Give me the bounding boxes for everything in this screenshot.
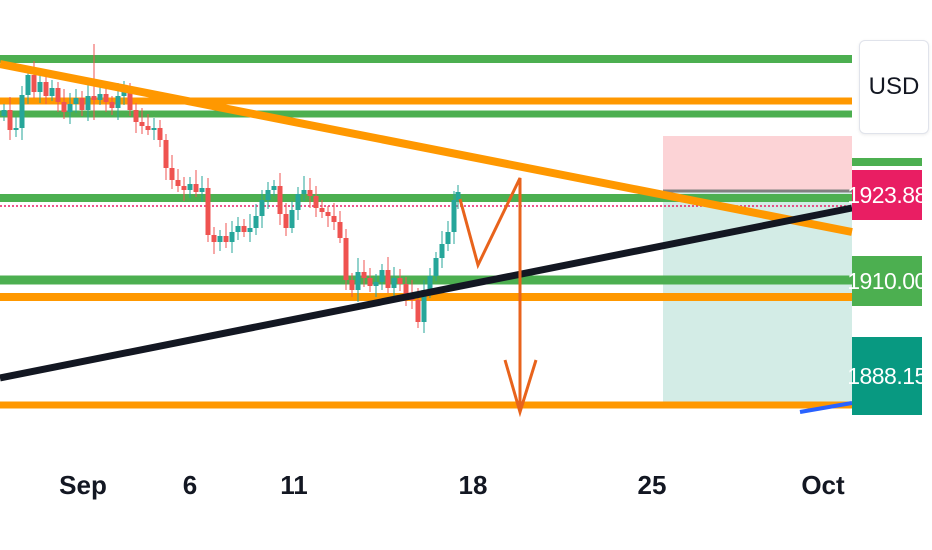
candle-body <box>223 236 229 242</box>
candle-body <box>433 258 439 276</box>
projection-path[interactable] <box>458 177 522 410</box>
candle-body <box>313 196 319 208</box>
candle-body <box>7 110 13 130</box>
currency-label[interactable]: USD <box>859 40 929 134</box>
candle-body <box>109 102 115 108</box>
ascending-trendline[interactable] <box>0 204 853 382</box>
candle-body <box>199 188 205 192</box>
candle-body <box>325 212 331 216</box>
candle-body <box>265 190 271 200</box>
candle-body <box>241 226 247 232</box>
candle-body <box>145 126 151 130</box>
candle-body <box>31 75 37 92</box>
candle-body <box>367 278 373 286</box>
x-tick-18: 18 <box>458 470 488 500</box>
blue-segment <box>799 401 853 414</box>
candle-body <box>301 190 307 194</box>
price-label-current: 1923.88 <box>847 170 927 220</box>
candle-body <box>205 188 211 235</box>
x-tick-6: 6 <box>182 470 198 500</box>
candle-body <box>445 232 451 244</box>
candle-body <box>259 200 265 216</box>
candle-body <box>229 232 235 242</box>
x-tick-sep: Sep <box>59 470 107 500</box>
candle-body <box>403 284 409 294</box>
candle-body <box>355 272 361 290</box>
candle-body <box>211 235 217 242</box>
candle-body <box>337 222 343 238</box>
candle-body <box>139 122 145 126</box>
price-label-target-text: 1888.15 <box>847 362 927 389</box>
candle-body <box>415 300 421 322</box>
candle-body <box>175 180 181 186</box>
candle-body <box>451 200 457 232</box>
candle-body <box>79 98 85 110</box>
x-tick-oct: Oct <box>801 470 845 500</box>
candle-body <box>25 75 31 95</box>
candle-body <box>455 192 461 200</box>
candle-body <box>235 226 241 232</box>
x-tick-11: 11 <box>280 470 308 500</box>
candle-body <box>157 128 163 140</box>
candle-body <box>67 104 73 112</box>
candle-body <box>253 216 259 228</box>
candle-body <box>97 94 103 100</box>
candle-body <box>421 290 427 322</box>
candle-body <box>85 96 91 110</box>
candle-body <box>115 96 121 108</box>
candle-body <box>331 216 337 222</box>
candle-body <box>397 278 403 284</box>
candle-body <box>361 272 367 278</box>
candle-body <box>133 110 139 122</box>
candle-body <box>373 282 379 286</box>
candle-body <box>271 186 277 190</box>
candle-body <box>61 102 67 112</box>
candle-body <box>181 186 187 190</box>
candle-body <box>439 244 445 258</box>
candle-body <box>283 214 289 228</box>
candle-body <box>127 92 133 110</box>
candle-body <box>277 186 283 214</box>
candle-body <box>307 190 313 196</box>
candle-body <box>43 82 49 96</box>
candles <box>1 44 461 333</box>
candle-body <box>217 236 223 242</box>
candle-body <box>49 88 55 96</box>
candle-body <box>349 280 355 290</box>
candle-body <box>187 184 193 190</box>
candle-body <box>73 98 79 104</box>
candle-body <box>247 228 253 232</box>
candle-body <box>379 270 385 282</box>
candle-body <box>103 94 109 102</box>
x-tick-25: 25 <box>637 470 667 500</box>
stop-loss-zone <box>663 136 852 191</box>
candle-body <box>55 88 61 102</box>
candle-body <box>343 238 349 280</box>
candle-body <box>427 276 433 290</box>
candle-body <box>121 92 127 96</box>
candle-body <box>13 128 19 130</box>
candle-body <box>1 110 7 116</box>
candle-body <box>385 270 391 288</box>
candle-body <box>289 210 295 228</box>
candle-body <box>319 208 325 212</box>
candle-body <box>295 194 301 210</box>
candle-body <box>37 82 43 92</box>
candle-body <box>193 184 199 192</box>
candle-body <box>163 140 169 168</box>
candle-body <box>19 95 25 128</box>
candle-body <box>169 168 175 180</box>
candle-body <box>391 278 397 288</box>
price-label-target: 1888.15 <box>847 337 927 415</box>
candle-body <box>151 128 157 130</box>
green-level-marker <box>852 158 922 166</box>
projection-arrowhead <box>503 359 538 418</box>
descending-trendline[interactable] <box>0 60 853 236</box>
price-label-entry-text: 1910.00 <box>847 267 927 294</box>
price-label-entry: 1910.00 <box>847 256 927 306</box>
price-label-current-text: 1923.88 <box>847 181 927 208</box>
